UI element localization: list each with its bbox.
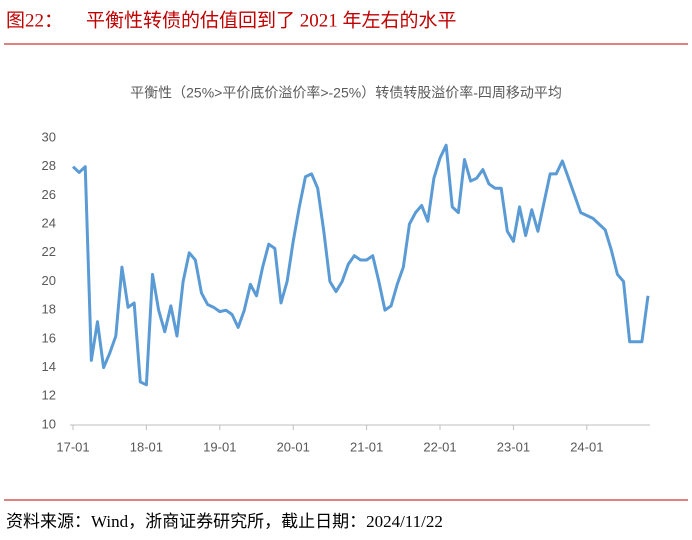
x-tick-label: 21-01: [350, 439, 383, 454]
y-tick-label: 12: [42, 388, 56, 403]
x-tick-label: 24-01: [570, 439, 603, 454]
figure-label: 图22：: [6, 10, 63, 31]
x-tick-label: 18-01: [130, 439, 163, 454]
y-tick-label: 22: [42, 244, 56, 259]
y-tick-label: 18: [42, 302, 56, 317]
y-tick-label: 26: [42, 187, 56, 202]
x-tick-label: 22-01: [423, 439, 456, 454]
y-tick-label: 14: [42, 359, 56, 374]
y-tick-label: 16: [42, 330, 56, 345]
figure-title: 平衡性转债的估值回到了 2021 年左右的水平: [86, 9, 457, 31]
y-tick-label: 20: [42, 273, 56, 288]
x-tick-label: 17-01: [56, 439, 89, 454]
chart-title: 平衡性（25%>平价底价溢价率>-25%）转债转股溢价率-四周移动平均: [130, 85, 562, 101]
y-tick-label: 28: [42, 158, 56, 173]
y-tick-label: 30: [42, 129, 56, 144]
y-tick-label: 24: [42, 216, 56, 231]
x-tick-label: 20-01: [277, 439, 310, 454]
data-line: [71, 143, 650, 387]
y-tick-label: 10: [42, 416, 56, 431]
x-tick-label: 23-01: [497, 439, 530, 454]
x-tick-label: 19-01: [203, 439, 236, 454]
source-note: 资料来源：Wind，浙商证券研究所，截止日期：2024/11/22: [6, 512, 443, 531]
